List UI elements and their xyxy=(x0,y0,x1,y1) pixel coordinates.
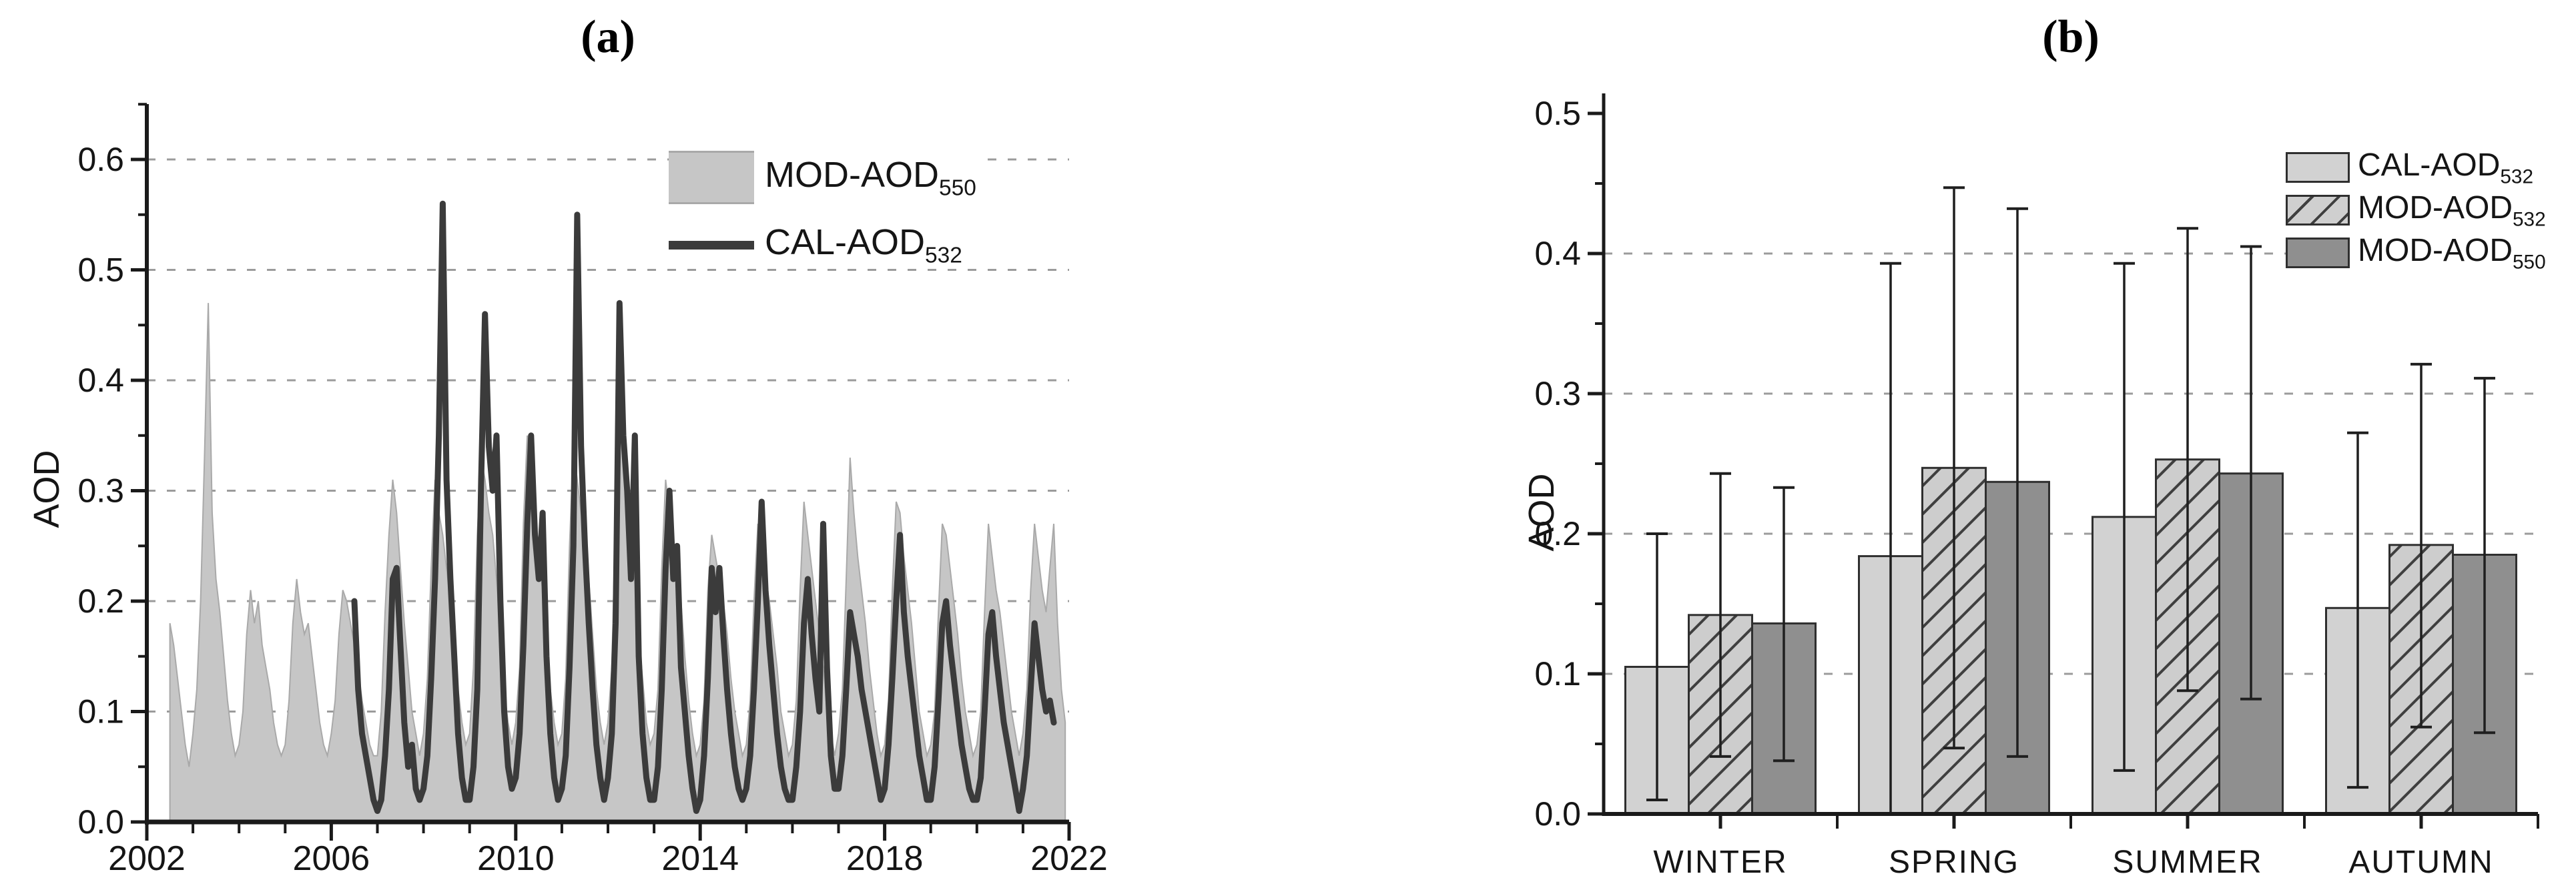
legend-item-cal-aod-532: CAL-AOD532 xyxy=(669,222,976,268)
x-tick-label: 2014 xyxy=(661,839,739,878)
legend-label-cal-aod-532: CAL-AOD532 xyxy=(765,222,962,268)
cal-aod-532-line xyxy=(351,200,1057,814)
legend-label-mod-aod-532: MOD-AOD532 xyxy=(2358,189,2546,231)
y-tick-label: 0.0 xyxy=(77,803,124,841)
timeseries-panel: 0.0 0.1 0.2 0.3 0.4 0.5 0.6 2002 2006 2010 2014 201… xyxy=(77,103,1108,878)
category-label-summer: SUMMER xyxy=(2112,845,2262,880)
y-tick-label: 0.0 xyxy=(1534,795,1581,833)
barchart-panel: 0.0 0.1 0.2 0.3 0.4 0.5 WINTER SPRING SUMMER AUTU… xyxy=(1534,93,2539,880)
y-tick-label: 0.4 xyxy=(1534,235,1581,272)
x-tick-label: 2018 xyxy=(846,839,924,878)
dark-gray-swatch xyxy=(2286,238,2350,268)
category-label-winter: WINTER xyxy=(1653,845,1787,880)
x-tick-label: 2022 xyxy=(1030,839,1108,878)
legend-label-mod-aod-550: MOD-AOD550 xyxy=(2358,232,2546,274)
legend-label-cal-aod-532: CAL-AOD532 xyxy=(2358,147,2534,188)
x-tick-label: 2002 xyxy=(108,839,186,878)
y-tick-label: 0.2 xyxy=(1534,515,1581,552)
category-label-spring: SPRING xyxy=(1889,845,2019,880)
panel-a-title: (a) xyxy=(581,11,635,63)
y-tick-label: 0.5 xyxy=(77,252,124,289)
legend-item-mod-aod-550: MOD-AOD550 xyxy=(669,149,976,205)
hatched-swatch xyxy=(2286,195,2350,226)
legend-label-mod-aod-550: MOD-AOD550 xyxy=(765,154,976,201)
legend-item-mod-aod-532: MOD-AOD532 xyxy=(2286,190,2546,230)
x-tick-label: 2006 xyxy=(293,839,370,878)
panel-a-legend: MOD-AOD550 CAL-AOD532 xyxy=(669,149,976,268)
legend-item-mod-aod-550: MOD-AOD550 xyxy=(2286,233,2546,273)
legend-item-cal-aod-532: CAL-AOD532 xyxy=(2286,147,2546,187)
panel-a-y-axis-label: AOD xyxy=(27,450,67,528)
y-tick-label: 0.4 xyxy=(77,362,124,399)
gray-area-swatch xyxy=(669,151,754,204)
panel-b-y-axis-label: AOD xyxy=(1522,473,1562,552)
panel-b-title: (b) xyxy=(2042,11,2100,63)
y-tick-label: 0.6 xyxy=(77,141,124,178)
y-tick-label: 0.1 xyxy=(1534,655,1581,693)
y-tick-label: 0.1 xyxy=(77,693,124,731)
y-tick-label: 0.2 xyxy=(77,582,124,620)
x-tick-label: 2010 xyxy=(477,839,555,878)
light-gray-swatch xyxy=(2286,152,2350,183)
category-label-autumn: AUTUMN xyxy=(2348,845,2493,880)
y-tick-label: 0.5 xyxy=(1534,95,1581,132)
dark-line-swatch xyxy=(669,240,754,250)
y-tick-label: 0.3 xyxy=(1534,375,1581,412)
y-tick-label: 0.3 xyxy=(77,472,124,510)
panel-b-legend: CAL-AOD532 MOD-AOD532 MOD-AOD550 xyxy=(2286,147,2546,280)
